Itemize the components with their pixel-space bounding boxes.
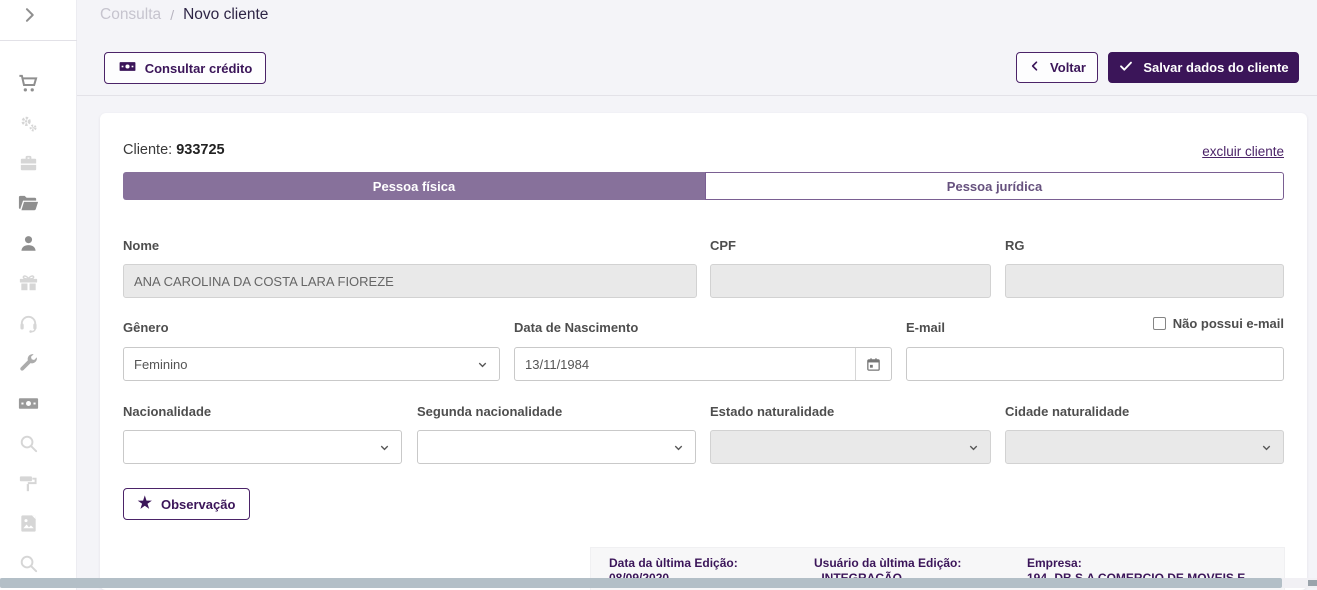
sidebar-item-search[interactable] (16, 434, 40, 458)
scrollbar-corner (1308, 580, 1317, 586)
no-email-option: Não possui e-mail (1152, 316, 1284, 331)
sidebar-item-tools[interactable] (16, 354, 40, 378)
no-email-checkbox[interactable] (1152, 317, 1166, 330)
calendar-icon[interactable] (855, 348, 891, 380)
wrench-icon (17, 352, 40, 380)
chevron-down-icon (967, 441, 980, 454)
breadcrumb-parent[interactable]: Consulta (100, 6, 162, 23)
email-input[interactable] (906, 347, 1284, 381)
check-icon (1118, 58, 1134, 77)
horizontal-scrollbar-thumb[interactable] (0, 578, 1282, 588)
gears-icon (17, 112, 40, 140)
person-icon (17, 232, 40, 260)
observation-label: Observação (160, 496, 236, 512)
back-label: Voltar (1050, 60, 1086, 75)
sidebar-nav (0, 0, 77, 590)
breadcrumb-separator: / (170, 7, 175, 23)
chevron-down-icon (1260, 441, 1273, 454)
banknote-icon (118, 57, 137, 79)
cart-icon (17, 72, 40, 100)
save-client-button[interactable]: Salvar dados do cliente (1108, 52, 1299, 83)
sidebar-item-clients[interactable] (16, 234, 40, 258)
nome-label: Nome (123, 238, 160, 253)
back-button[interactable]: Voltar (1016, 52, 1098, 83)
sidebar-item-settings[interactable] (16, 114, 40, 138)
folder-open-icon (17, 192, 40, 220)
genero-select[interactable]: Feminino (123, 347, 500, 381)
email-label: E-mail (906, 320, 946, 335)
page-title: Novo cliente (183, 6, 269, 23)
star-icon: ★ (137, 495, 152, 512)
estado-naturalidade-label: Estado naturalidade (710, 404, 835, 419)
tab-pessoa-fisica[interactable]: Pessoa física (123, 172, 705, 200)
gift-icon (17, 272, 40, 300)
image-file-icon (17, 512, 40, 540)
paint-roller-icon (17, 472, 40, 500)
toolbar-divider (77, 95, 1317, 96)
last-edit-user-label: Usuário da ùltima Edição: (814, 556, 962, 570)
segunda-nacionalidade-label: Segunda nacionalidade (417, 404, 563, 419)
client-label: Cliente: (123, 142, 173, 158)
horizontal-scrollbar-track (0, 578, 1317, 588)
sidebar-expand-button[interactable] (16, 4, 42, 30)
sidebar-item-credit[interactable] (16, 394, 40, 418)
no-email-label: Não possui e-mail (1172, 316, 1284, 331)
banknote-icon (17, 392, 40, 420)
nome-input[interactable] (123, 264, 697, 298)
cidade-naturalidade-select[interactable] (1005, 430, 1284, 464)
sidebar-item-media[interactable] (16, 514, 40, 538)
nacionalidade-label: Nacionalidade (123, 404, 212, 419)
rg-input[interactable] (1005, 264, 1284, 298)
sidebar-divider (0, 40, 77, 41)
sidebar-item-toolbox[interactable] (16, 154, 40, 178)
cpf-label: CPF (710, 238, 736, 253)
chevron-right-icon (19, 5, 39, 30)
client-id-line: Cliente: 933725 (123, 142, 225, 158)
client-form-card: Cliente: 933725 excluir cliente Pessoa f… (100, 113, 1307, 590)
chevron-down-icon (378, 441, 391, 454)
search-icon (17, 432, 40, 460)
sidebar-item-customization[interactable] (16, 474, 40, 498)
person-type-tabs: Pessoa física Pessoa jurídica (123, 172, 1284, 200)
consult-credit-label: Consultar crédito (144, 60, 253, 76)
sidebar-item-sales[interactable] (16, 74, 40, 98)
segunda-nacionalidade-select[interactable] (417, 430, 696, 464)
genero-value: Feminino (134, 356, 188, 372)
sidebar-item-search-2[interactable] (16, 554, 40, 578)
genero-label: Gênero (123, 320, 169, 335)
breadcrumb: Consulta / Novo cliente (100, 2, 268, 28)
cpf-input[interactable] (710, 264, 991, 298)
search-icon (17, 552, 40, 580)
consult-credit-button[interactable]: Consultar crédito (104, 52, 266, 84)
rg-label: RG (1005, 238, 1025, 253)
toolbox-icon (17, 152, 40, 180)
headset-icon (17, 312, 40, 340)
tab-pessoa-juridica[interactable]: Pessoa jurídica (705, 172, 1284, 200)
data-nascimento-label: Data de Nascimento (514, 320, 639, 335)
data-nascimento-value: 13/11/1984 (525, 356, 590, 372)
sidebar-item-support[interactable] (16, 314, 40, 338)
observation-button[interactable]: ★ Observação (123, 488, 250, 520)
client-id-value: 933725 (176, 142, 225, 158)
chevron-left-icon (1028, 59, 1042, 76)
nacionalidade-select[interactable] (123, 430, 402, 464)
data-nascimento-field[interactable]: 13/11/1984 (514, 347, 892, 381)
delete-client-link[interactable]: excluir cliente (1202, 144, 1284, 159)
sidebar-item-files[interactable] (16, 194, 40, 218)
estado-naturalidade-select[interactable] (710, 430, 991, 464)
save-label: Salvar dados do cliente (1143, 60, 1289, 75)
chevron-down-icon (476, 358, 489, 371)
sidebar-item-promotions[interactable] (16, 274, 40, 298)
cidade-naturalidade-label: Cidade naturalidade (1005, 404, 1130, 419)
chevron-down-icon (672, 441, 685, 454)
last-edit-date-label: Data da ùltima Edição: (609, 556, 738, 570)
last-edit-company-label: Empresa: (1027, 556, 1082, 570)
